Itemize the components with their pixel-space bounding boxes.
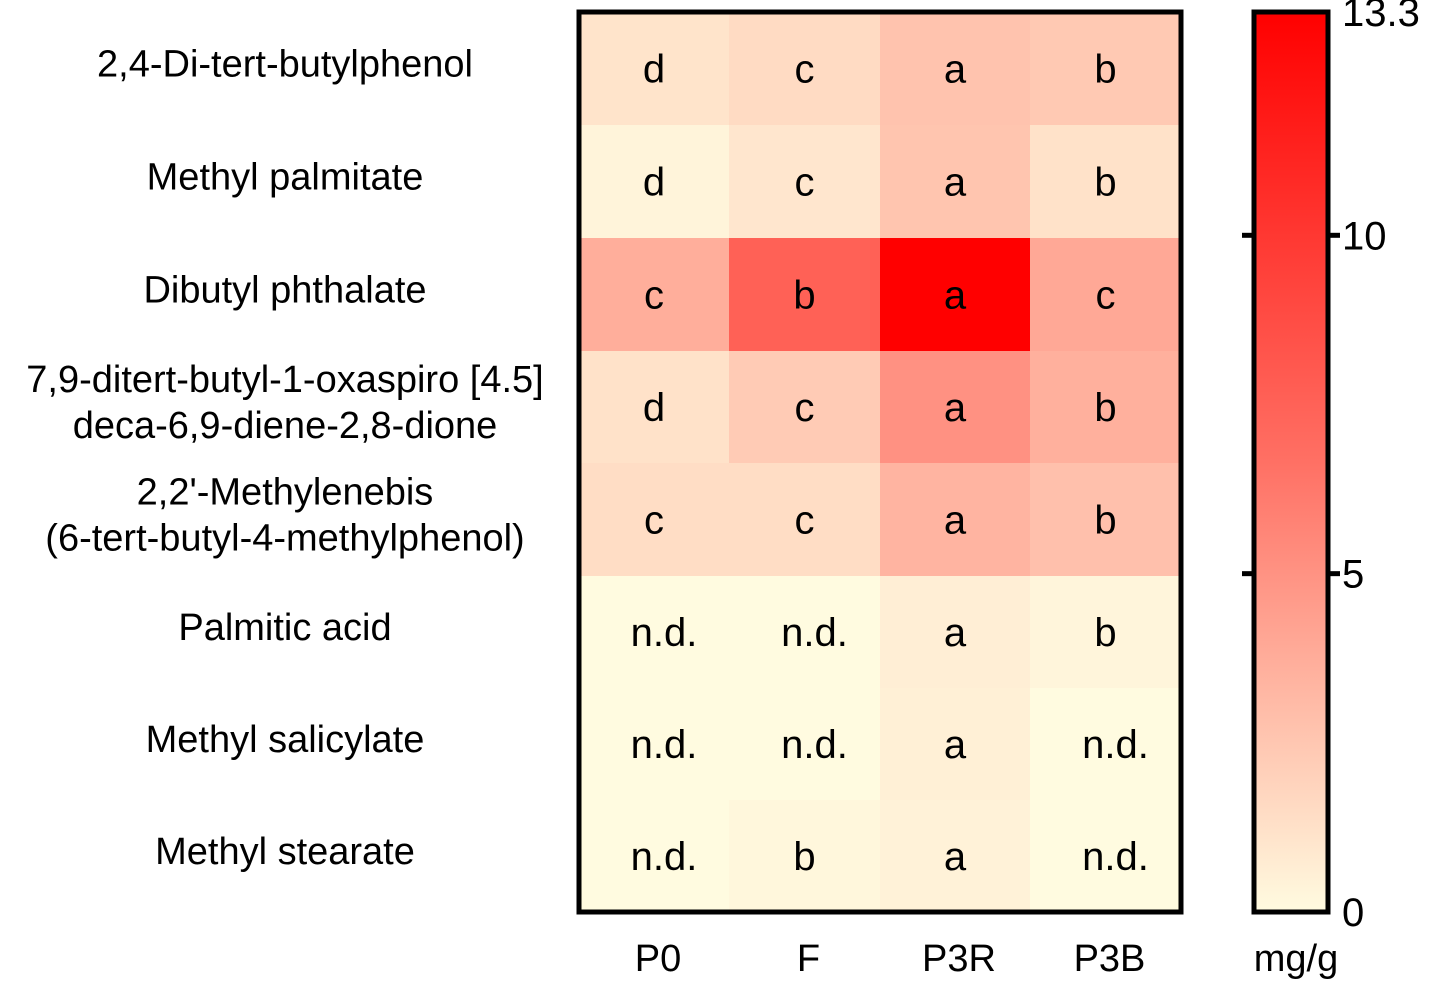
heatmap-cell-label: a — [944, 611, 967, 655]
heatmap-cell-label: a — [944, 274, 967, 318]
heatmap-border — [576, 9, 1184, 915]
heatmap-cell — [1030, 351, 1181, 463]
heatmap-cell — [1030, 688, 1181, 800]
row-label: Methyl palmitate — [147, 157, 424, 199]
heatmap-cell — [1030, 576, 1181, 688]
column-label: P3R — [922, 938, 996, 980]
heatmap-cell — [880, 351, 1030, 463]
heatmap-cell — [729, 688, 880, 800]
heatmap-cell — [1030, 800, 1181, 912]
heatmap-cell-label: b — [793, 274, 815, 318]
row-label: deca-6,9-diene-2,8-dione — [73, 405, 498, 447]
colorbar-ticks: 0 5 10 13.3 — [1242, 0, 1420, 935]
column-label: P3B — [1074, 938, 1146, 980]
heatmap-cell-label: n.d. — [781, 723, 848, 767]
heatmap-cell — [729, 238, 880, 351]
row-label: 2,4-Di-tert-butylphenol — [97, 44, 473, 86]
row-label: Methyl stearate — [155, 831, 415, 873]
heatmap-cell — [579, 125, 729, 238]
heatmap-cell-label: n.d. — [781, 611, 848, 655]
heatmap-cell — [880, 800, 1030, 912]
heatmap-cell — [1030, 12, 1181, 125]
heatmap-cell-label: n.d. — [1082, 835, 1149, 879]
heatmap-cell — [1030, 238, 1181, 351]
heatmap-cell-labels: d c a b d c a b c b a c d c a b c c a b n.d. n.d. a b n.d. n.d. a n… — [631, 48, 1149, 880]
heatmap-cell-label: b — [1094, 611, 1116, 655]
heatmap-cell — [579, 238, 729, 351]
heatmap-cell-label: c — [795, 386, 815, 430]
colorbar-unit-label: mg/g — [1254, 938, 1338, 980]
heatmap-cell-label: d — [643, 386, 665, 430]
colorbar-tick-label: 10 — [1342, 214, 1387, 258]
heatmap-cell — [729, 576, 880, 688]
heatmap-cell — [579, 12, 729, 125]
heatmap-cell-label: a — [944, 723, 967, 767]
heatmap-cell — [1030, 125, 1181, 238]
heatmap-cell — [880, 463, 1030, 576]
column-labels: P0 F P3R P3B — [635, 938, 1146, 980]
heatmap-cell — [880, 688, 1030, 800]
heatmap-cell — [729, 800, 880, 912]
colorbar-tick-label: 13.3 — [1342, 0, 1420, 35]
heatmap-cell — [1030, 463, 1181, 576]
colorbar-gradient — [1251, 9, 1331, 915]
heatmap-cell — [579, 351, 729, 463]
heatmap-cell — [729, 463, 880, 576]
heatmap-cells — [579, 12, 1181, 912]
heatmap-cell-label: n.d. — [1082, 723, 1149, 767]
heatmap-cell — [729, 12, 880, 125]
heatmap-cell-label: c — [795, 161, 815, 205]
heatmap-cell-label: b — [1094, 499, 1116, 543]
row-label: Palmitic acid — [178, 607, 391, 649]
heatmap-cell-label: b — [1094, 48, 1116, 92]
heatmap-cell-label: a — [944, 161, 967, 205]
row-label: 2,2'-Methylenebis — [137, 472, 434, 514]
column-label: P0 — [635, 938, 681, 980]
heatmap-cell — [579, 800, 729, 912]
heatmap-cell — [880, 576, 1030, 688]
heatmap-cell-label: d — [643, 161, 665, 205]
heatmap-cell-label: n.d. — [631, 723, 698, 767]
heatmap-cell — [880, 125, 1030, 238]
heatmap-cell-label: b — [1094, 161, 1116, 205]
row-labels: 2,4-Di-tert-butylphenol Methyl palmitate D… — [26, 44, 543, 874]
heatmap-cell — [880, 12, 1030, 125]
row-label: Methyl salicylate — [146, 719, 425, 761]
heatmap-cell — [579, 688, 729, 800]
heatmap-cell-label: c — [795, 499, 815, 543]
heatmap-cell — [579, 463, 729, 576]
row-label: 7,9-ditert-butyl-1-oxaspiro [4.5] — [26, 359, 543, 401]
colorbar-tick-label: 0 — [1342, 891, 1364, 935]
row-label: (6-tert-butyl-4-methylphenol) — [45, 518, 524, 560]
colorbar: 0 5 10 13.3 mg/g — [1242, 0, 1420, 980]
heatmap-cell-label: b — [1094, 386, 1116, 430]
heatmap-cell-label: a — [944, 48, 967, 92]
heatmap-cell-label: a — [944, 386, 967, 430]
column-label: F — [797, 938, 820, 980]
heatmap-cell-label: b — [793, 835, 815, 879]
row-label: Dibutyl phthalate — [143, 270, 426, 312]
heatmap-cell — [729, 351, 880, 463]
heatmap-cell-label: c — [1096, 274, 1116, 318]
heatmap-cell-label: c — [644, 499, 664, 543]
heatmap-cell — [579, 576, 729, 688]
heatmap-cell — [880, 238, 1030, 351]
heatmap-cell-label: n.d. — [631, 835, 698, 879]
heatmap-cell-label: a — [944, 499, 967, 543]
heatmap-cell-label: d — [643, 48, 665, 92]
heatmap-cell-label: c — [644, 274, 664, 318]
colorbar-tick-label: 5 — [1342, 553, 1364, 597]
heatmap-cell-label: n.d. — [631, 611, 698, 655]
heatmap-cell-label: a — [944, 835, 967, 879]
heatmap-cell — [729, 125, 880, 238]
heatmap-cell-label: c — [795, 48, 815, 92]
